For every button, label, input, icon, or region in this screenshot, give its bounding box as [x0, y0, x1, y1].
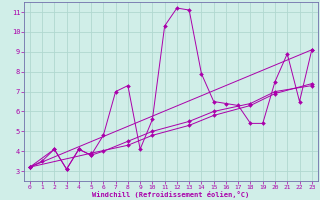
X-axis label: Windchill (Refroidissement éolien,°C): Windchill (Refroidissement éolien,°C) [92, 191, 249, 198]
